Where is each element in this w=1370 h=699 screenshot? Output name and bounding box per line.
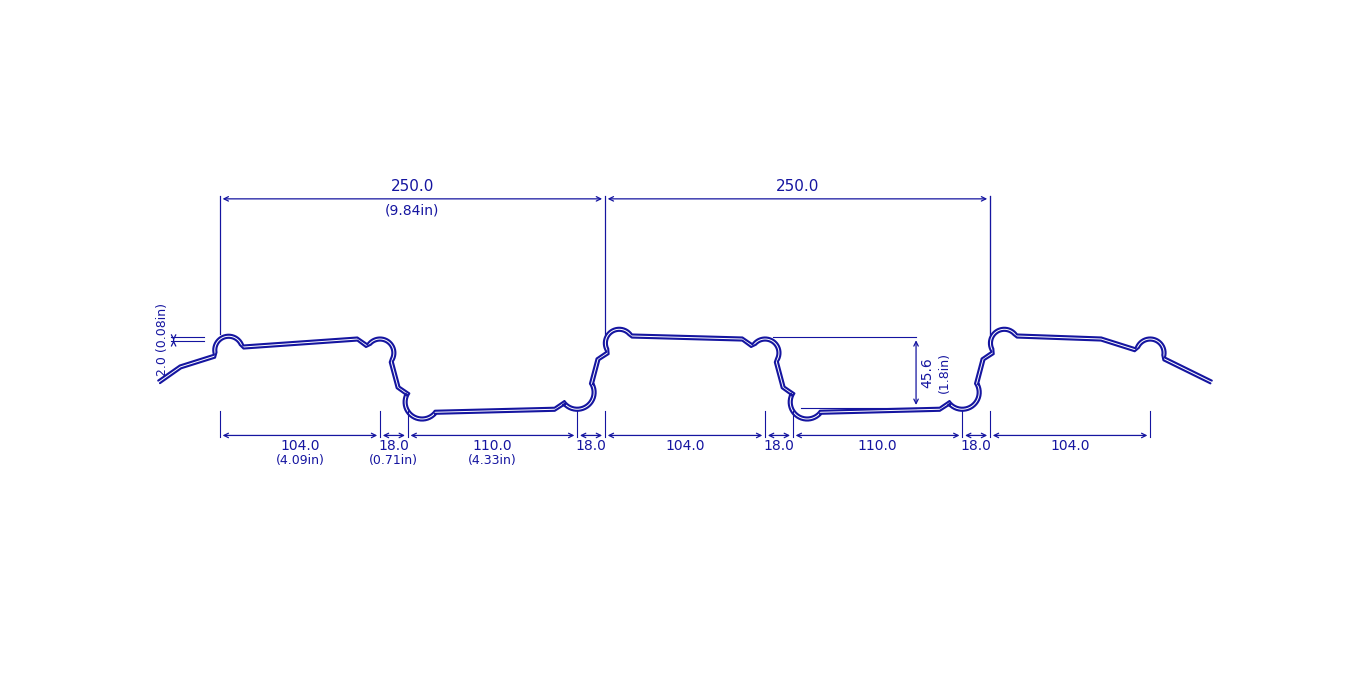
Text: 18.0: 18.0: [763, 438, 795, 452]
Text: (0.71in): (0.71in): [370, 454, 418, 467]
Text: 18.0: 18.0: [575, 438, 607, 452]
Text: 104.0: 104.0: [279, 438, 319, 452]
Text: 250.0: 250.0: [775, 179, 819, 194]
Text: 104.0: 104.0: [666, 438, 704, 452]
Text: (1.8in): (1.8in): [937, 352, 951, 393]
Text: (4.09in): (4.09in): [275, 454, 325, 467]
Text: 250.0: 250.0: [390, 179, 434, 194]
Text: (4.33in): (4.33in): [469, 454, 516, 467]
Text: 45.6: 45.6: [921, 357, 934, 388]
Text: 2.0 (0.08in): 2.0 (0.08in): [156, 303, 169, 375]
Text: 110.0: 110.0: [473, 438, 512, 452]
Text: 18.0: 18.0: [378, 438, 410, 452]
Text: 104.0: 104.0: [1051, 438, 1091, 452]
Text: 110.0: 110.0: [858, 438, 897, 452]
Text: 18.0: 18.0: [960, 438, 992, 452]
Text: (9.84in): (9.84in): [385, 203, 440, 217]
